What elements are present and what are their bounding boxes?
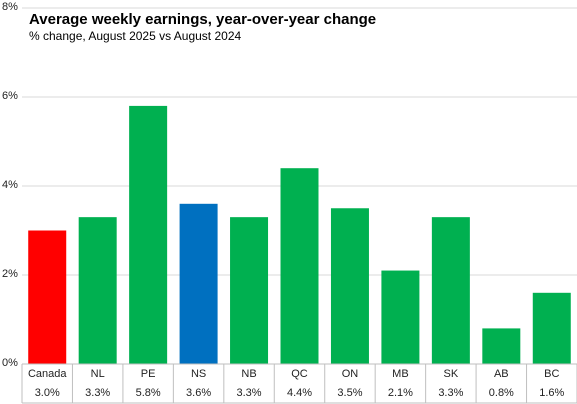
category-label: SK bbox=[444, 368, 459, 380]
category-label: NL bbox=[91, 368, 105, 380]
value-label: 5.8% bbox=[136, 387, 161, 399]
category-label: NB bbox=[241, 368, 256, 380]
category-label: BC bbox=[544, 368, 559, 380]
value-label: 3.3% bbox=[237, 387, 262, 399]
value-label: 3.6% bbox=[186, 387, 211, 399]
bar-sk bbox=[431, 217, 470, 364]
bar-ab bbox=[482, 328, 521, 364]
category-label: QC bbox=[291, 368, 308, 380]
category-label: PE bbox=[141, 368, 156, 380]
value-label: 1.6% bbox=[539, 387, 564, 399]
category-table: Canada 3.0% NL 3.3% PE 5.8% NS 3.6% NB 3.3% QC 4.4%… bbox=[21, 363, 577, 404]
y-tick-label: 0% bbox=[2, 357, 18, 369]
bar-on bbox=[330, 208, 369, 364]
value-label: 3.3% bbox=[438, 387, 463, 399]
category-label: NS bbox=[191, 368, 206, 380]
bar-nl bbox=[78, 217, 117, 364]
bars bbox=[28, 105, 571, 365]
y-axis-tick-labels: 0% 2% 4% 6% 8% bbox=[2, 1, 18, 369]
value-label: 3.0% bbox=[35, 387, 60, 399]
category-label: MB bbox=[392, 368, 409, 380]
category-label: Canada bbox=[28, 368, 67, 380]
category-label: ON bbox=[342, 368, 359, 380]
value-label: 2.1% bbox=[388, 387, 413, 399]
value-label: 3.3% bbox=[85, 387, 110, 399]
category-label: AB bbox=[494, 368, 509, 380]
bar-pe bbox=[129, 105, 168, 365]
y-tick-label: 4% bbox=[2, 179, 18, 191]
y-tick-label: 2% bbox=[2, 268, 18, 280]
bar-bc bbox=[532, 292, 571, 364]
bar-nb bbox=[230, 217, 269, 364]
bar-qc bbox=[280, 168, 319, 364]
value-label: 0.8% bbox=[489, 387, 514, 399]
bar-ns bbox=[179, 203, 218, 364]
y-tick-label: 8% bbox=[2, 1, 18, 13]
chart-title: Average weekly earnings, year-over-year … bbox=[29, 11, 376, 28]
value-label: 4.4% bbox=[287, 387, 312, 399]
bar-canada bbox=[28, 230, 67, 364]
value-label: 3.5% bbox=[337, 387, 362, 399]
bar-mb bbox=[381, 270, 420, 364]
y-tick-label: 6% bbox=[2, 90, 18, 102]
chart-subtitle: % change, August 2025 vs August 2024 bbox=[29, 29, 241, 43]
